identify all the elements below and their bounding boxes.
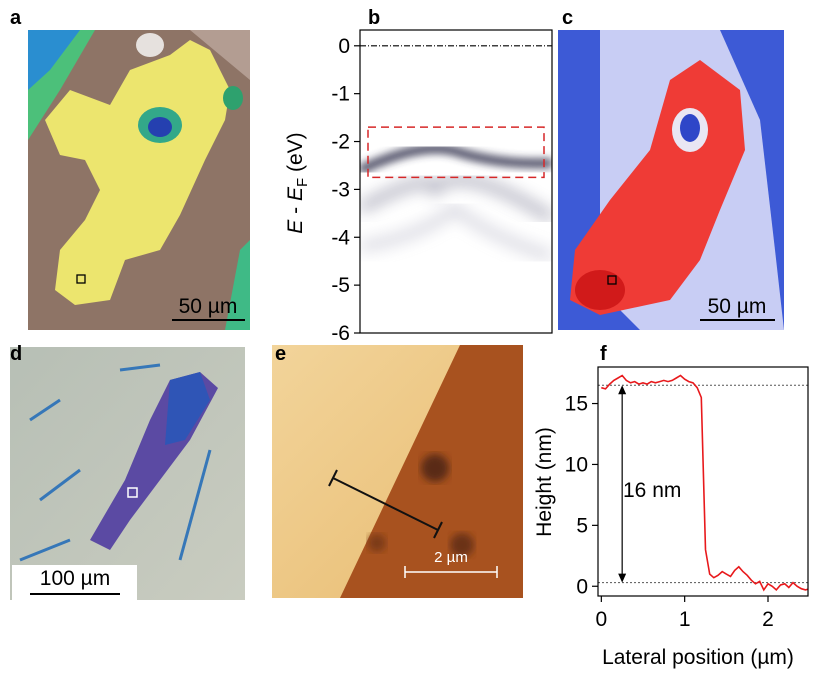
ylabel-unit: (eV) <box>284 132 307 178</box>
band <box>360 143 552 175</box>
x-tick-label: 1 <box>679 608 691 631</box>
scale-bar-label: 100 µm <box>40 567 110 590</box>
scale-bar-label: 2 µm <box>434 549 468 566</box>
y-axis-label: E - EF (eV) <box>284 132 311 233</box>
spectrum <box>360 30 552 333</box>
panel-label: c <box>562 7 573 29</box>
x-tick-label: 0 <box>595 608 607 631</box>
window-box <box>367 126 545 179</box>
plot-area <box>601 374 808 592</box>
y-tick-label: 10 <box>565 453 588 476</box>
band <box>360 175 552 222</box>
y-tick-label: -5 <box>331 274 350 297</box>
y-tick-label: -6 <box>331 322 350 345</box>
map-c: 50 µm <box>558 30 784 330</box>
panel-label: d <box>10 343 22 365</box>
y-tick-label: 5 <box>576 514 588 537</box>
optical-image: 100 µm <box>10 347 245 600</box>
profile-panel: 16 nm 0 5 10 15 0 1 2 Lateral position (µm) Heigh… <box>533 366 809 669</box>
scale-bar-label: 50 µm <box>708 295 767 318</box>
x-axis-label: Lateral position (µm) <box>602 646 794 669</box>
scale-bar-label: 50 µm <box>179 295 238 318</box>
panel-label: a <box>10 7 22 29</box>
annotation: 16 nm <box>623 479 681 502</box>
y-tick-label: -4 <box>331 226 350 249</box>
frame <box>597 366 809 597</box>
band <box>360 203 552 261</box>
ylabel-var: E <box>284 219 307 234</box>
ylabel-sub: F <box>294 178 311 187</box>
map-a: 50 µm <box>28 30 250 330</box>
x-tick-label: 2 <box>762 608 774 631</box>
arpes-panel: 0 -1 -2 -3 -4 -5 -6 <box>331 29 553 345</box>
panel-label: f <box>600 343 607 365</box>
y-tick-label: 15 <box>565 393 588 416</box>
y-tick-label: -2 <box>331 131 350 154</box>
y-tick-label: 0 <box>338 35 350 58</box>
y-tick-label: 0 <box>576 575 588 598</box>
panel-label: b <box>368 7 380 29</box>
panel-label: e <box>275 343 286 365</box>
ylabel-var: E <box>284 186 307 201</box>
profile-line <box>601 374 808 592</box>
y-axis-label: Height (nm) <box>533 427 556 537</box>
y-tick-label: -1 <box>331 83 350 106</box>
y-tick-label: -3 <box>331 178 350 201</box>
afm-image: 2 µm <box>272 345 523 598</box>
frame <box>359 29 553 334</box>
ylabel-sep: - <box>284 201 307 220</box>
